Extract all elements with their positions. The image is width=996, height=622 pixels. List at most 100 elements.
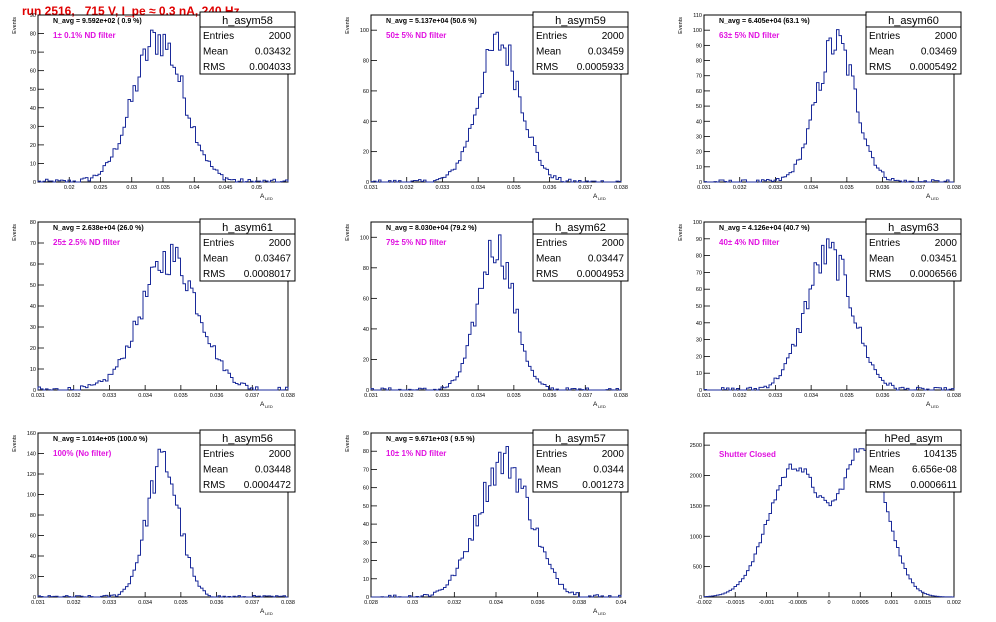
- plot-frame: [370, 14, 622, 183]
- y-tick-label: 90: [30, 13, 36, 19]
- x-axis-label-sub: LED: [265, 196, 273, 201]
- stats-label: Entries: [536, 31, 567, 42]
- x-axis-label-sub: LED: [931, 404, 939, 409]
- stats-label: Mean: [536, 254, 561, 265]
- x-tick-label: 0.034: [471, 185, 485, 191]
- y-tick-label: 40: [696, 321, 702, 327]
- x-tick-label: 0.034: [489, 600, 503, 606]
- x-tick-label: 0.035: [507, 185, 521, 191]
- y-axis-label: Events: [678, 17, 684, 34]
- histogram-line: [370, 234, 621, 391]
- x-tick-label: 0.032: [733, 185, 747, 191]
- stats-label: Mean: [203, 47, 228, 58]
- y-tick-label: 0: [366, 180, 369, 186]
- stats-value: 2000: [602, 449, 625, 460]
- y-tick-label: 50: [30, 283, 36, 289]
- y-tick-label: 80: [30, 32, 36, 38]
- stats-value: 0.004033: [249, 62, 291, 73]
- stats-value: 0.03469: [921, 47, 958, 58]
- navg-label: N_avg = 2.638e+04 (26.0 %): [53, 225, 144, 232]
- x-tick-label: 0.038: [572, 600, 586, 606]
- x-tick-label: 0.032: [67, 393, 81, 399]
- x-tick-label: 0.031: [31, 600, 45, 606]
- y-tick-label: 0: [33, 180, 36, 186]
- stats-label: Entries: [869, 238, 900, 249]
- y-tick-label: 60: [30, 262, 36, 268]
- stats-label: Entries: [203, 238, 234, 249]
- filter-annotation: 25± 2.5% ND filter: [53, 238, 120, 247]
- x-tick-label: 0.034: [804, 393, 818, 399]
- x-tick-label: 0: [827, 600, 830, 606]
- x-axis-label: A: [260, 608, 265, 615]
- y-tick-label: 40: [30, 554, 36, 560]
- x-tick-label: 0.05: [251, 185, 262, 191]
- x-tick-label: 0.038: [947, 185, 961, 191]
- stats-value: 2000: [602, 238, 625, 249]
- y-tick-label: 10: [696, 371, 702, 377]
- x-axis-label: A: [926, 401, 931, 408]
- x-tick-label: 0.037: [911, 393, 925, 399]
- y-tick-label: 90: [696, 43, 702, 49]
- x-axis-label: A: [260, 401, 265, 408]
- x-tick-label: 0.032: [447, 600, 461, 606]
- stats-value: 2000: [269, 238, 292, 249]
- x-tick-label: 0.031: [697, 393, 711, 399]
- x-tick-label: 0.04: [616, 600, 627, 606]
- x-tick-label: 0.036: [876, 185, 890, 191]
- y-tick-label: 40: [363, 327, 369, 333]
- x-tick-label: 0.036: [543, 393, 557, 399]
- x-tick-label: 0.031: [364, 185, 378, 191]
- histogram-pad: 0 10 20 30 40 50 60 70 80 90 0.02 0.025 0.03 0.035 0.0…: [12, 11, 296, 201]
- filter-annotation: 50± 5% ND filter: [386, 31, 446, 40]
- stats-value: 0.0005492: [910, 62, 958, 73]
- y-tick-label: 20: [30, 575, 36, 581]
- x-axis-label-sub: LED: [265, 611, 273, 616]
- stats-value: 0.0004953: [577, 269, 625, 280]
- stats-label: RMS: [536, 480, 559, 491]
- x-tick-label: 0.036: [876, 393, 890, 399]
- histogram-name: h_asym62: [555, 222, 606, 234]
- filter-annotation: 63± 5% ND filter: [719, 31, 779, 40]
- y-tick-label: 0: [366, 388, 369, 394]
- y-tick-label: 20: [30, 143, 36, 149]
- x-tick-label: 0.032: [400, 393, 414, 399]
- x-axis-label-sub: LED: [598, 404, 606, 409]
- y-tick-label: 60: [363, 296, 369, 302]
- histogram-line: [370, 31, 622, 183]
- histogram-name: h_asym59: [555, 15, 606, 27]
- x-tick-label: 0.033: [103, 393, 117, 399]
- histogram-line: [37, 243, 289, 391]
- stats-value: 0.03467: [255, 254, 292, 265]
- stats-label: Entries: [203, 31, 234, 42]
- x-tick-label: 0.0015: [914, 600, 931, 606]
- y-tick-label: 60: [696, 287, 702, 293]
- histogram-name: hPed_asym: [884, 433, 942, 445]
- filter-annotation: 100% (No filter): [53, 449, 112, 458]
- stats-label: Entries: [869, 31, 900, 42]
- histogram-name: h_asym57: [555, 433, 606, 445]
- y-tick-label: 30: [30, 124, 36, 130]
- stats-value: 0.001273: [582, 480, 624, 491]
- y-tick-label: 90: [696, 237, 702, 243]
- stats-value: 0.03451: [921, 254, 958, 265]
- x-tick-label: 0.038: [614, 393, 628, 399]
- y-tick-label: 70: [696, 74, 702, 80]
- stats-label: Mean: [869, 254, 894, 265]
- y-tick-label: 20: [30, 346, 36, 352]
- y-tick-label: 60: [696, 89, 702, 95]
- histogram-pad: 0 10 20 30 40 50 60 70 80 0.031 0.032 0.033 0.034 0.0…: [12, 218, 296, 409]
- stats-label: RMS: [536, 269, 559, 280]
- y-tick-label: 20: [696, 150, 702, 156]
- y-tick-label: 0: [699, 595, 702, 601]
- stats-value: 0.0004472: [244, 480, 292, 491]
- x-axis-label: A: [593, 401, 598, 408]
- x-axis-label: A: [593, 193, 598, 200]
- y-tick-label: 40: [696, 119, 702, 125]
- stats-label: RMS: [203, 62, 226, 73]
- y-tick-label: 50: [30, 87, 36, 93]
- y-tick-label: 30: [696, 134, 702, 140]
- x-tick-label: 0.038: [614, 185, 628, 191]
- y-tick-label: 100: [360, 28, 369, 34]
- stats-label: RMS: [203, 480, 226, 491]
- x-tick-label: 0.045: [219, 185, 233, 191]
